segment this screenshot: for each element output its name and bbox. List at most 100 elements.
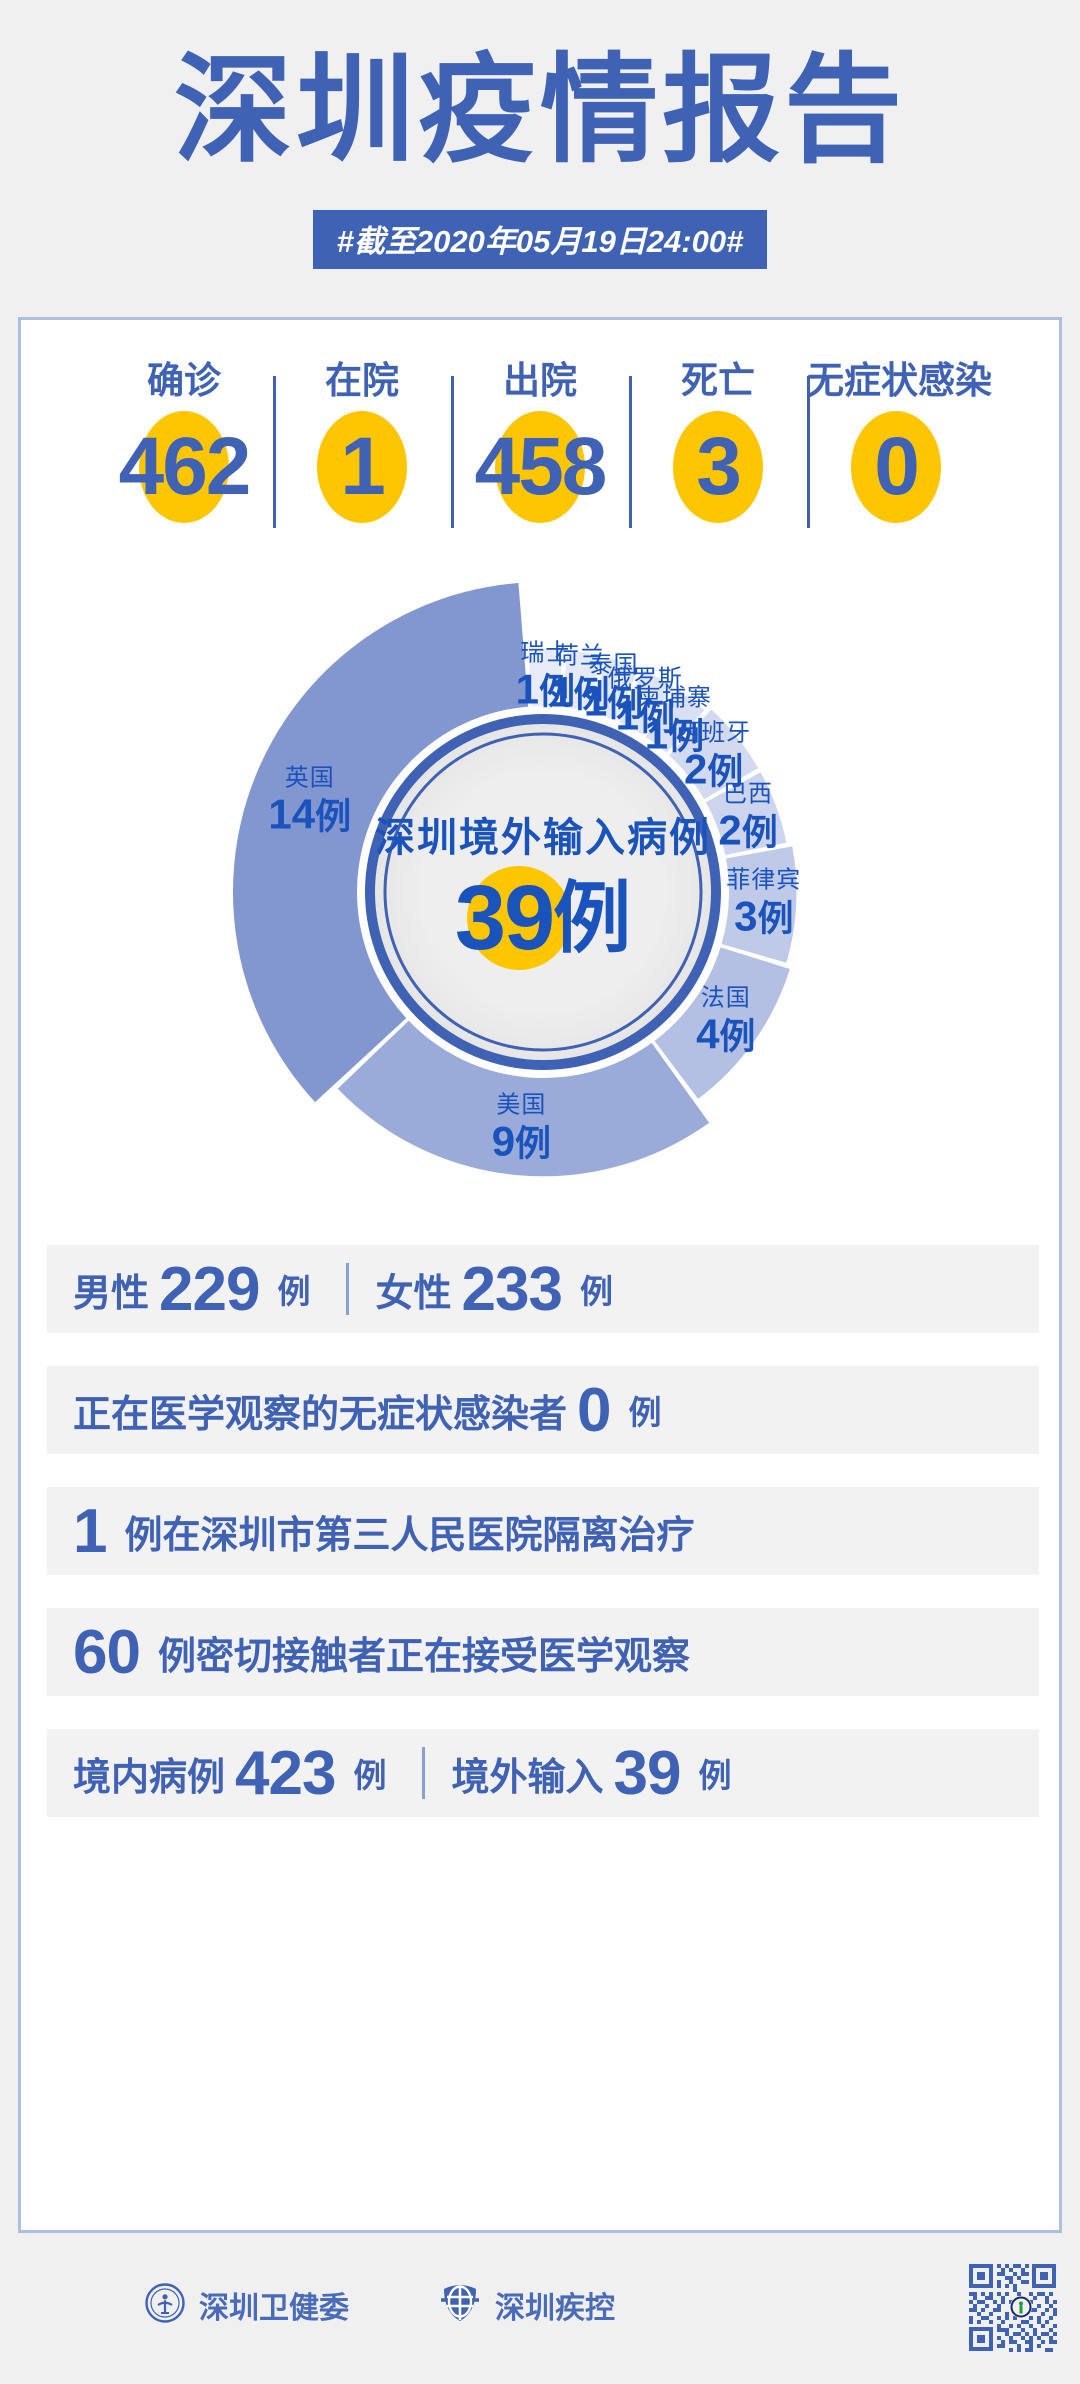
row-text: 境外输入 (451, 1756, 604, 1799)
footer: 深圳卫健委 深圳疾控 (0, 2250, 1080, 2360)
cdc-shield-icon (439, 2283, 481, 2328)
donut-slice-法国[interactable] (654, 947, 790, 1099)
stat-confirmed: 确诊 462 (95, 362, 273, 523)
stat-bubble: 1 (317, 411, 407, 523)
stat-label: 出院 (503, 360, 577, 401)
stat-bubble: 458 (475, 411, 607, 523)
donut-label-country: 美国 (496, 1091, 547, 1119)
donut-hub-ring-inner (383, 732, 703, 1052)
stat-value: 3 (696, 421, 742, 512)
stat-value: 462 (118, 421, 252, 512)
donut-label-count: 2例 (718, 806, 778, 854)
stat-discharged: 出院 458 (451, 360, 629, 528)
donut-label-count: 4例 (696, 1010, 756, 1058)
stat-bubble: 3 (673, 411, 763, 523)
donut-label-country: 瑞士 (520, 639, 571, 667)
donut-slice-英国[interactable] (233, 582, 529, 1103)
stat-value: 458 (474, 421, 608, 512)
donut-label-count: 1例 (583, 677, 644, 725)
donut-slice-美国[interactable] (337, 1020, 710, 1177)
donut-label-count: 9例 (491, 1117, 552, 1165)
subtitle-wrap: #截至2020年05月19日24:00# (0, 210, 1080, 269)
row-value: 39 (613, 1738, 681, 1808)
row-value: 60 (73, 1617, 141, 1687)
donut-label-count: 14例 (268, 790, 352, 838)
donut-segments (233, 582, 797, 1177)
row-value: 1 (73, 1496, 107, 1566)
org-szhc[interactable]: 深圳卫健委 (145, 2282, 349, 2328)
row-text: 例 (698, 1757, 732, 1794)
org-name: 深圳卫健委 (199, 2292, 349, 2325)
donut-label-country: 俄罗斯 (607, 665, 683, 693)
footer-orgs: 深圳卫健委 深圳疾控 (0, 2250, 760, 2360)
donut-label-法国: 法国 4例 (696, 984, 756, 1058)
report-timestamp-badge: #截至2020年05月19日24:00# (312, 210, 768, 269)
domestic-imported-row: 境内病例 423 例 境外输入 39 例 (47, 1729, 1039, 1817)
row-text: 例在深圳市第三人民医院隔离治疗 (124, 1514, 695, 1557)
row-text: 例 (628, 1394, 662, 1431)
donut-label-泰国: 泰国 1例 (583, 651, 644, 725)
qr-code-icon[interactable] (965, 2260, 1060, 2355)
donut-slice-柬埔寨[interactable] (645, 689, 705, 753)
donut-label-美国: 美国 9例 (491, 1091, 552, 1165)
imported-cases-donut-chart: 瑞士 1例 荷兰 1例 泰国 1例 俄罗斯 1例 柬埔寨 1例 西班牙 2例 巴西 2例 菲律宾 3例 法国 4例… (21, 532, 1065, 1252)
donut-slice-荷兰[interactable] (561, 650, 602, 712)
header: 深圳疫情报告 #截至2020年05月19日24:00# (0, 0, 1080, 269)
donut-slice-菲律宾[interactable] (721, 846, 797, 963)
org-cdc[interactable]: 深圳疾控 (439, 2283, 615, 2328)
donut-slice-俄罗斯[interactable] (619, 670, 674, 735)
row-text: 正在医学观察的无症状感染者 (73, 1393, 568, 1436)
donut-label-count: 2例 (683, 745, 744, 793)
donut-label-country: 荷兰 (554, 642, 605, 670)
hospital-isolation-row: 1 例在深圳市第三人民医院隔离治疗 (47, 1487, 1039, 1575)
donut-slice-泰国[interactable] (591, 657, 639, 721)
page-title: 深圳疫情报告 (173, 45, 906, 177)
row-text: 例密切接触者正在接受医学观察 (157, 1635, 690, 1678)
donut-label-count: 3例 (734, 892, 794, 940)
donut-label-count: 1例 (550, 668, 610, 716)
report-card: 确诊 462 在院 1 出院 458 死亡 3 (18, 317, 1062, 2233)
donut-label-country: 巴西 (723, 780, 774, 808)
stat-value: 1 (340, 421, 386, 512)
org-name: 深圳疾控 (495, 2292, 615, 2325)
stat-label: 无症状感染 (807, 360, 992, 401)
donut-slice-瑞士[interactable] (528, 648, 563, 707)
row-divider (422, 1747, 426, 1799)
donut-slice-巴西[interactable] (705, 772, 787, 856)
donut-hub-fill (375, 724, 711, 1060)
donut-label-country: 西班牙 (676, 719, 752, 747)
donut-label-country: 英国 (284, 764, 335, 792)
donut-label-瑞士: 瑞士 1例 (515, 639, 575, 713)
stat-asymptomatic: 无症状感染 0 (807, 360, 992, 528)
donut-label-count: 1例 (515, 665, 575, 713)
row-divider (346, 1263, 350, 1315)
stat-bubble: 462 (119, 411, 251, 523)
row-text: 例 (277, 1273, 311, 1310)
asymptomatic-observation-row: 正在医学观察的无症状感染者 0 例 (47, 1366, 1039, 1454)
stat-label: 在院 (325, 360, 399, 401)
donut-label-country: 泰国 (588, 651, 639, 679)
close-contacts-row: 60 例密切接触者正在接受医学观察 (47, 1608, 1039, 1696)
donut-label-country: 柬埔寨 (636, 684, 712, 712)
info-rows: 男性 229 例女性 233 例正在医学观察的无症状感染者 0 例 1 例在深圳市第三人民医院隔… (47, 1245, 1039, 1817)
donut-label-柬埔寨: 柬埔寨 1例 (637, 686, 712, 755)
donut-label-count: 1例 (615, 691, 675, 739)
row-text: 男性 (73, 1272, 150, 1315)
stats-row: 确诊 462 在院 1 出院 458 死亡 3 (21, 360, 1059, 528)
row-value: 0 (577, 1375, 611, 1445)
donut-label-英国: 英国 14例 (268, 766, 351, 835)
stat-label: 死亡 (681, 360, 755, 401)
qr-code-svg (965, 2260, 1060, 2355)
row-text: 境内病例 (73, 1756, 226, 1799)
donut-label-count: 1例 (644, 710, 705, 758)
donut-slice-西班牙[interactable] (669, 709, 759, 800)
szhc-seal-icon (145, 2282, 185, 2328)
donut-label-country: 菲律宾 (726, 866, 802, 894)
donut-label-country: 法国 (700, 984, 751, 1012)
gender-row: 男性 229 例 女性 233 例 (47, 1245, 1039, 1333)
row-value: 423 (235, 1738, 336, 1808)
donut-label-巴西: 巴西 2例 (718, 782, 777, 851)
donut-label-西班牙: 西班牙 2例 (676, 721, 751, 790)
row-value: 233 (461, 1254, 562, 1324)
